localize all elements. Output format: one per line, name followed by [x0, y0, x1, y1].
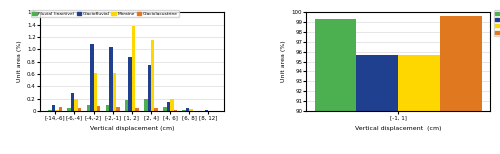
Bar	[151, 40, 154, 111]
Bar	[52, 105, 55, 111]
Bar	[148, 65, 151, 111]
Bar	[144, 99, 148, 111]
Legend: Fluvial (inactive), Glaciofluvial, Moraine, Glaciolacustrine: Fluvial (inactive), Glaciofluvial, Morai…	[31, 10, 179, 17]
Bar	[398, 55, 440, 154]
Bar	[116, 107, 119, 111]
Bar	[314, 19, 356, 154]
X-axis label: Vertical displacement  (cm): Vertical displacement (cm)	[355, 126, 442, 131]
Bar	[132, 26, 136, 111]
Bar	[186, 108, 190, 111]
Bar	[170, 99, 173, 111]
Bar	[97, 106, 100, 111]
Y-axis label: Unit area (%): Unit area (%)	[281, 41, 286, 82]
Bar	[106, 105, 109, 111]
Bar	[74, 99, 78, 111]
Bar	[182, 110, 186, 111]
Bar	[58, 107, 62, 111]
Bar	[440, 16, 482, 154]
Bar	[205, 110, 208, 111]
Bar	[128, 57, 132, 111]
Bar	[48, 110, 52, 111]
Bar	[163, 107, 166, 111]
Bar	[71, 93, 74, 111]
Bar	[86, 105, 90, 111]
Bar	[90, 44, 94, 111]
Bar	[68, 108, 71, 111]
X-axis label: Vertical displacement (cm): Vertical displacement (cm)	[90, 126, 174, 131]
Bar	[190, 109, 192, 111]
Bar	[109, 47, 112, 111]
Bar	[356, 55, 398, 154]
Bar	[174, 110, 177, 111]
Bar	[78, 108, 82, 111]
Y-axis label: Unit area (%): Unit area (%)	[16, 41, 21, 82]
Bar	[94, 73, 97, 111]
Bar	[125, 100, 128, 111]
Bar	[55, 110, 58, 111]
Bar	[112, 73, 116, 111]
Bar	[154, 108, 158, 111]
Bar	[136, 108, 138, 111]
Bar	[166, 102, 170, 111]
Legend: Fluvial (inactive), Glaciofluvial, Moraine, Glaciolacustrine: Fluvial (inactive), Glaciofluvial, Morai…	[494, 10, 500, 36]
